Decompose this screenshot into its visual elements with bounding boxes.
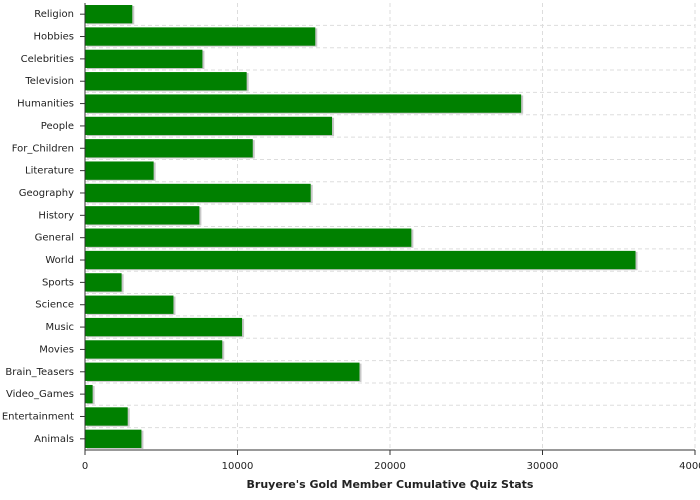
y-tick-label: World (45, 255, 74, 266)
x-tick-label: 40000 (679, 461, 700, 472)
y-tick-label: Geography (19, 188, 74, 199)
x-axis-label: Bruyere's Gold Member Cumulative Quiz St… (247, 478, 534, 491)
bar (85, 295, 174, 314)
y-tick-label: Religion (34, 9, 74, 20)
bar (85, 206, 200, 225)
bar (85, 317, 243, 337)
y-tick-label: Video_Games (6, 389, 74, 400)
bar (85, 72, 247, 91)
bar (85, 340, 223, 359)
bar (85, 429, 142, 448)
y-tick-label: People (41, 121, 74, 132)
x-tick-label: 0 (82, 461, 88, 472)
y-tick-label: General (35, 233, 74, 244)
y-tick-label: Brain_Teasers (5, 367, 74, 378)
bar (85, 5, 133, 24)
y-tick-label: Music (46, 322, 74, 333)
bar (85, 228, 412, 247)
bar (85, 250, 636, 270)
x-tick-label: 10000 (222, 461, 254, 472)
y-tick-label: Celebrities (21, 54, 74, 65)
bar (85, 362, 360, 381)
bar (85, 407, 128, 426)
bar (85, 183, 311, 203)
y-tick-label: Movies (39, 344, 74, 355)
y-tick-label: Sports (42, 277, 74, 288)
bar (85, 94, 522, 113)
x-tick-label: 30000 (527, 461, 559, 472)
bar (85, 273, 122, 292)
bar (85, 384, 93, 404)
y-tick-label: Humanities (17, 99, 74, 110)
y-tick-label: Television (24, 76, 74, 87)
y-tick-label: For_Children (12, 143, 74, 154)
y-tick-label: History (38, 210, 74, 221)
bar (85, 116, 333, 136)
bar (85, 27, 316, 46)
x-tick-label: 20000 (374, 461, 406, 472)
bar (85, 161, 154, 180)
bar (85, 49, 203, 69)
y-tick-label: Entertainment (2, 411, 74, 422)
y-tick-label: Science (35, 300, 74, 311)
bar (85, 139, 253, 158)
y-tick-label: Hobbies (34, 32, 74, 43)
y-tick-label: Animals (34, 434, 74, 445)
y-tick-label: Literature (25, 166, 74, 177)
